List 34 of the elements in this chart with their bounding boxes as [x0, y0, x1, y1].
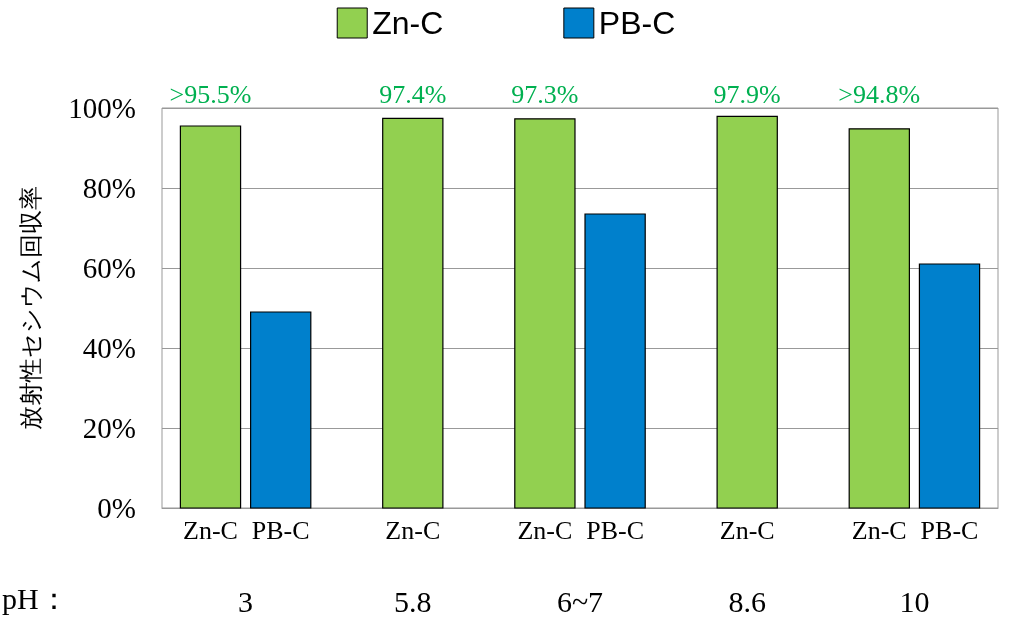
legend-label: PB-C — [598, 5, 676, 41]
data-label: 97.4% — [379, 79, 447, 109]
text: PB-C — [251, 515, 310, 545]
data-label: >95.5% — [169, 79, 252, 109]
bar — [179, 125, 242, 509]
x-tick-label: 10 — [899, 584, 930, 617]
x-tick-label: 6~7 — [556, 584, 604, 617]
legend-label: Zn-C — [372, 5, 444, 41]
y-tick-label: 60% — [82, 252, 136, 284]
y-tick-label: 0% — [97, 492, 136, 524]
data-label: 97.9% — [713, 79, 781, 109]
data-label: 97.3% — [511, 79, 579, 109]
x-axis-title: pH： — [2, 581, 69, 615]
y-tick-label: 80% — [82, 172, 136, 204]
x-tick-label: 3 — [238, 584, 254, 617]
x-tick-label: 5.8 — [394, 584, 432, 617]
text: Zn-C — [517, 515, 573, 545]
bar — [514, 118, 576, 509]
y-tick-label: 20% — [82, 412, 136, 444]
data-label: >94.8% — [838, 79, 921, 109]
y-tick-label: 100% — [68, 92, 136, 124]
y-tick-label: 40% — [82, 332, 136, 364]
text: Zn-C — [183, 515, 238, 545]
text: Zn-C — [385, 515, 441, 545]
text: Zn-C — [719, 515, 775, 545]
text: Zn-C — [851, 515, 907, 545]
text: PB-C — [920, 515, 979, 545]
bar — [250, 311, 312, 509]
bar — [584, 213, 646, 509]
x-tick-label: 8.6 — [728, 584, 766, 617]
text: PB-C — [586, 515, 645, 545]
y-axis-title: 放射性セシウム回収率 — [16, 186, 44, 430]
bar — [848, 128, 910, 509]
bar — [918, 263, 981, 509]
